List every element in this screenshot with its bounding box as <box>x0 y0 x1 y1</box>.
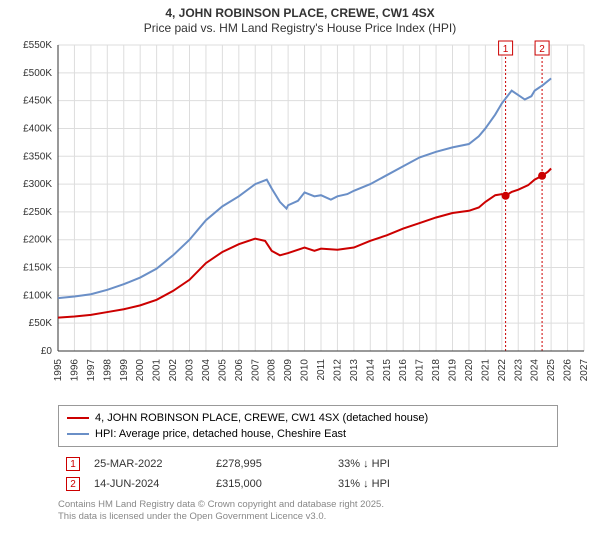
marker-price: £278,995 <box>210 455 330 473</box>
title-line1: 4, JOHN ROBINSON PLACE, CREWE, CW1 4SX <box>8 6 592 20</box>
legend-label: 4, JOHN ROBINSON PLACE, CREWE, CW1 4SX (… <box>95 410 428 426</box>
page-root: 4, JOHN ROBINSON PLACE, CREWE, CW1 4SX P… <box>0 0 600 527</box>
svg-text:2002: 2002 <box>168 359 179 382</box>
svg-text:2004: 2004 <box>201 359 212 382</box>
marker-delta: 31% ↓ HPI <box>332 475 396 493</box>
legend-label: HPI: Average price, detached house, Ches… <box>95 426 346 442</box>
svg-text:2020: 2020 <box>464 359 475 382</box>
marker-dot <box>538 172 546 180</box>
svg-text:2018: 2018 <box>431 359 442 382</box>
svg-text:2005: 2005 <box>217 359 228 382</box>
marker-row: 2 14-JUN-2024£315,00031% ↓ HPI <box>60 475 396 493</box>
svg-text:2010: 2010 <box>300 359 311 382</box>
svg-text:2000: 2000 <box>135 359 146 382</box>
svg-text:2023: 2023 <box>513 359 524 382</box>
svg-text:2008: 2008 <box>267 359 278 382</box>
svg-text:2027: 2027 <box>579 359 590 382</box>
chart-area: 1 2 £0 £50K £100K £150K £200K £250K £300K £350K £4… <box>8 39 592 399</box>
svg-text:2001: 2001 <box>152 359 163 382</box>
svg-text:2006: 2006 <box>234 359 245 382</box>
svg-text:2: 2 <box>539 44 545 55</box>
marker-price: £315,000 <box>210 475 330 493</box>
svg-text:£50K: £50K <box>29 318 53 329</box>
svg-text:2003: 2003 <box>185 359 196 382</box>
svg-text:£0: £0 <box>41 346 53 357</box>
marker-row: 1 25-MAR-2022£278,99533% ↓ HPI <box>60 455 396 473</box>
svg-text:£500K: £500K <box>23 68 52 79</box>
marker-date: 25-MAR-2022 <box>88 455 208 473</box>
svg-text:£100K: £100K <box>23 290 52 301</box>
svg-text:2016: 2016 <box>398 359 409 382</box>
svg-text:1999: 1999 <box>119 359 130 382</box>
chart-svg: 1 2 £0 £50K £100K £150K £200K £250K £300K £350K £4… <box>8 39 592 399</box>
svg-text:1997: 1997 <box>86 359 97 382</box>
marker-dot <box>502 192 510 200</box>
marker-badge: 1 <box>66 457 80 471</box>
svg-text:2022: 2022 <box>497 359 508 382</box>
svg-text:£400K: £400K <box>23 123 52 134</box>
marker-delta: 33% ↓ HPI <box>332 455 396 473</box>
svg-text:2024: 2024 <box>530 359 541 382</box>
svg-text:£550K: £550K <box>23 40 52 51</box>
svg-text:2026: 2026 <box>563 359 574 382</box>
legend-swatch <box>67 417 89 419</box>
legend: 4, JOHN ROBINSON PLACE, CREWE, CW1 4SX (… <box>58 405 558 447</box>
svg-text:£250K: £250K <box>23 207 52 218</box>
svg-text:2011: 2011 <box>316 359 327 381</box>
svg-text:2007: 2007 <box>250 359 261 382</box>
svg-text:2009: 2009 <box>283 359 294 382</box>
svg-text:2014: 2014 <box>365 359 376 382</box>
svg-text:1996: 1996 <box>69 359 80 382</box>
legend-row: HPI: Average price, detached house, Ches… <box>67 426 549 442</box>
svg-text:1998: 1998 <box>102 359 113 382</box>
footer-line2: This data is licensed under the Open Gov… <box>58 511 592 523</box>
svg-text:£150K: £150K <box>23 263 52 274</box>
svg-text:£450K: £450K <box>23 96 52 107</box>
title-line2: Price paid vs. HM Land Registry's House … <box>8 21 592 35</box>
legend-row: 4, JOHN ROBINSON PLACE, CREWE, CW1 4SX (… <box>67 410 549 426</box>
svg-text:2013: 2013 <box>349 359 360 382</box>
svg-text:2017: 2017 <box>415 359 426 382</box>
svg-text:£350K: £350K <box>23 151 52 162</box>
svg-text:2021: 2021 <box>480 359 491 382</box>
svg-text:£300K: £300K <box>23 179 52 190</box>
svg-text:1: 1 <box>503 44 509 55</box>
marker-date: 14-JUN-2024 <box>88 475 208 493</box>
svg-text:£200K: £200K <box>23 235 52 246</box>
marker-badge: 2 <box>66 477 80 491</box>
legend-swatch <box>67 433 89 435</box>
svg-text:1995: 1995 <box>53 359 64 382</box>
title-block: 4, JOHN ROBINSON PLACE, CREWE, CW1 4SX P… <box>8 6 592 35</box>
footer: Contains HM Land Registry data © Crown c… <box>58 499 592 523</box>
svg-text:2015: 2015 <box>382 359 393 382</box>
svg-text:2025: 2025 <box>546 359 557 382</box>
svg-text:2019: 2019 <box>448 359 459 382</box>
svg-text:2012: 2012 <box>332 359 343 382</box>
marker-table: 1 25-MAR-2022£278,99533% ↓ HPI 2 14-JUN-202… <box>58 453 398 495</box>
footer-line1: Contains HM Land Registry data © Crown c… <box>58 499 592 511</box>
